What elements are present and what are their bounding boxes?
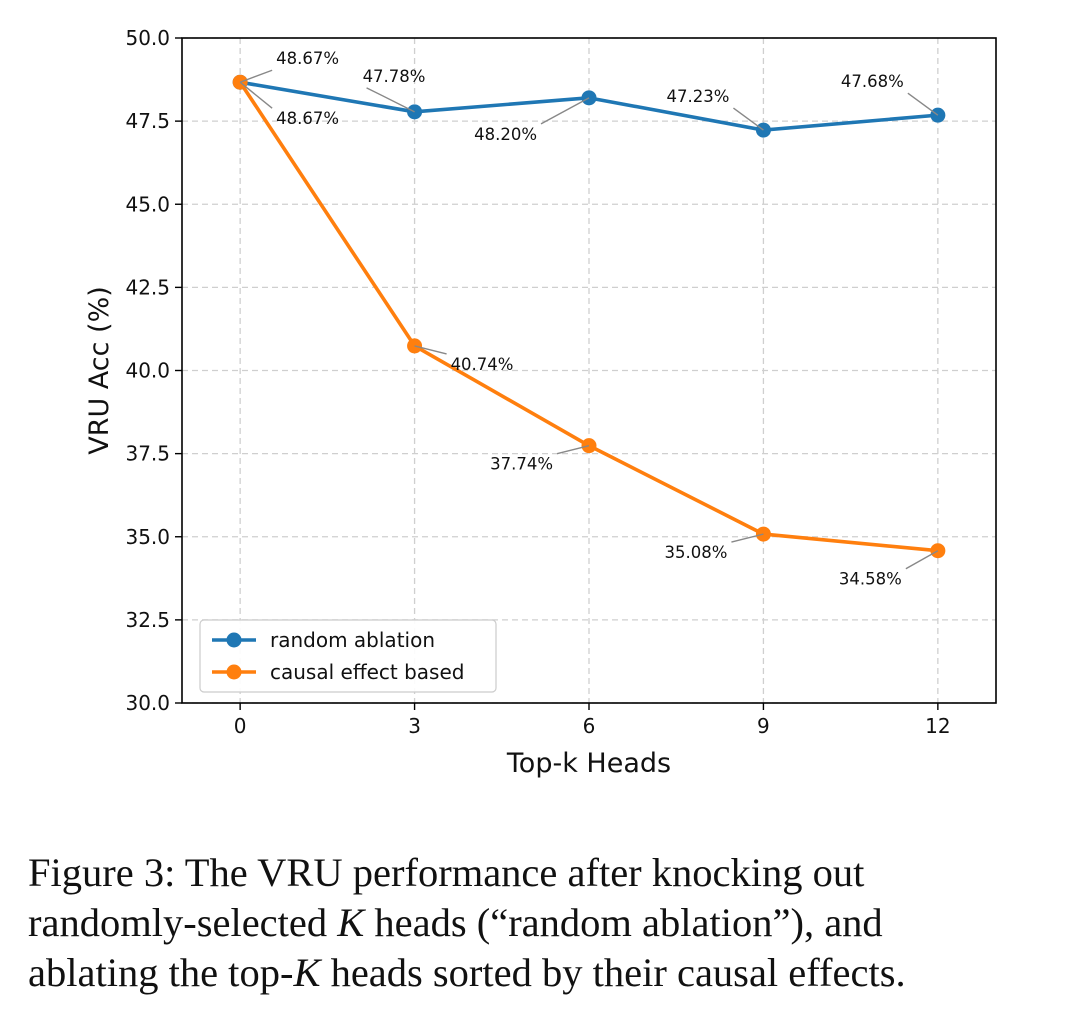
y-tick-label: 35.0 <box>125 525 170 549</box>
caption-line-2: randomly-selected K heads (“random ablat… <box>28 898 1058 948</box>
caption-text: randomly-selected <box>28 900 338 945</box>
data-label: 34.58% <box>839 570 902 589</box>
data-label: 48.20% <box>474 125 537 144</box>
x-tick-label: 9 <box>757 714 770 738</box>
annotation-arrow <box>731 533 764 543</box>
chart-svg: 30.0 32.5 35.0 37.5 40.0 42.5 45.0 47.5 50.0 0 3 6 9… <box>84 26 997 779</box>
x-tick-label: 6 <box>583 714 596 738</box>
y-tick-label: 40.0 <box>125 359 170 383</box>
caption-text: heads (“random ablation”), and <box>364 900 883 945</box>
data-label: 47.78% <box>363 67 426 86</box>
y-tick-label: 42.5 <box>125 275 170 299</box>
legend-label: random ablation <box>270 628 435 652</box>
x-tick-label: 12 <box>925 714 950 738</box>
data-label: 35.08% <box>665 543 728 562</box>
legend-marker <box>226 664 242 680</box>
caption-math-k: K <box>337 900 365 945</box>
annotation-arrow <box>239 69 273 83</box>
legend-box <box>199 619 497 693</box>
data-label: 47.68% <box>841 72 904 91</box>
x-tick-label: 0 <box>234 714 247 738</box>
data-label: 48.67% <box>276 109 339 128</box>
annotation-arrow <box>556 444 590 455</box>
legend-marker <box>226 632 242 648</box>
figure-caption: Figure 3: The VRU performance after knoc… <box>28 848 1058 998</box>
x-axis-label: Top-k Heads <box>506 748 671 779</box>
annotation-arrow <box>540 97 590 125</box>
data-label: 37.74% <box>490 455 553 474</box>
caption-text: heads sorted by their causal effects. <box>320 950 906 995</box>
caption-line-3: ablating the top-K heads sorted by their… <box>28 948 1058 998</box>
y-tick-label: 50.0 <box>125 26 170 50</box>
annotation-arrow <box>366 87 415 113</box>
data-label: 48.67% <box>276 49 339 68</box>
y-tick-label: 45.0 <box>125 192 170 216</box>
legend-label: causal effect based <box>270 660 464 684</box>
x-tick-label: 3 <box>408 714 421 738</box>
data-label: 40.74% <box>451 355 514 374</box>
y-tick-label: 47.5 <box>125 109 170 133</box>
annotation-arrow <box>907 92 939 116</box>
y-tick-label: 30.0 <box>125 691 170 715</box>
caption-line-1: Figure 3: The VRU performance after knoc… <box>28 850 865 895</box>
y-tick-label: 37.5 <box>125 442 170 466</box>
y-tick-label: 32.5 <box>125 608 170 632</box>
annotation-arrow <box>239 81 273 109</box>
caption-math-k: K <box>293 950 321 995</box>
annotation-arrow <box>733 107 764 131</box>
line-chart: 30.0 32.5 35.0 37.5 40.0 42.5 45.0 47.5 50.0 0 3 6 9… <box>84 26 997 779</box>
annotation-arrow <box>905 550 939 570</box>
caption-text: ablating the top- <box>28 950 294 995</box>
annotation-arrow <box>414 345 447 355</box>
data-label: 47.23% <box>667 87 730 106</box>
y-axis-label: VRU Acc (%) <box>84 286 115 455</box>
